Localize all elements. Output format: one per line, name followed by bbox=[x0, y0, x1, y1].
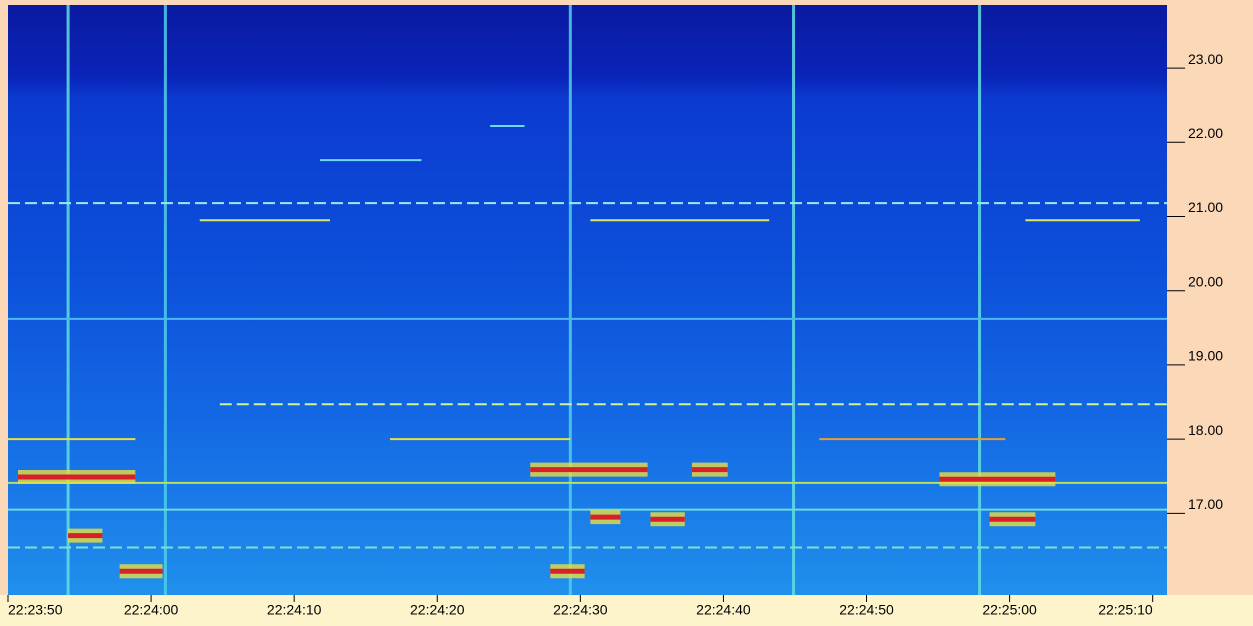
x-tick-label: 22:25:10 bbox=[1098, 602, 1153, 618]
y-tick-label: 20.00 bbox=[1188, 273, 1223, 289]
x-tick-label: 22:23:50 bbox=[8, 602, 63, 618]
plot-area bbox=[8, 5, 1167, 595]
y-tick-label: 23.00 bbox=[1188, 51, 1223, 67]
time-axis-panel bbox=[0, 595, 1253, 626]
x-tick-label: 22:24:30 bbox=[553, 602, 608, 618]
y-tick-label: 19.00 bbox=[1188, 348, 1223, 364]
x-tick-label: 22:24:40 bbox=[696, 602, 751, 618]
y-tick-label: 18.00 bbox=[1188, 422, 1223, 438]
x-tick-label: 22:24:10 bbox=[267, 602, 322, 618]
x-tick-label: 22:24:20 bbox=[410, 602, 465, 618]
y-tick-label: 17.00 bbox=[1188, 496, 1223, 512]
x-tick-label: 22:24:50 bbox=[839, 602, 894, 618]
x-tick-label: 22:25:00 bbox=[982, 602, 1037, 618]
y-tick-label: 22.00 bbox=[1188, 125, 1223, 141]
x-tick-label: 22:24:00 bbox=[124, 602, 179, 618]
y-tick-label: 21.00 bbox=[1188, 199, 1223, 215]
